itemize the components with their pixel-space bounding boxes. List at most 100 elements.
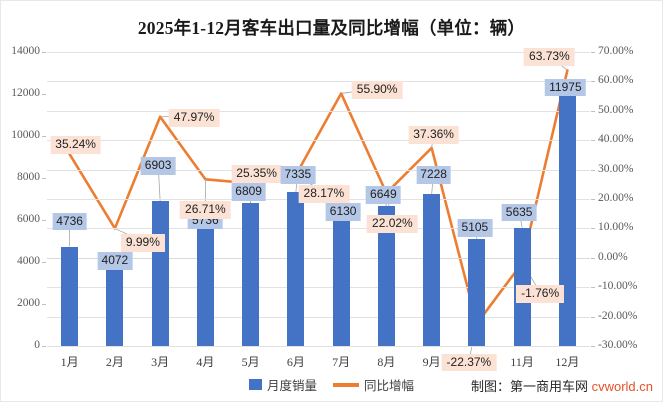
bar-8月[interactable] bbox=[377, 206, 395, 346]
bar-5月[interactable] bbox=[242, 203, 260, 346]
x-axis-label-12月: 12月 bbox=[555, 355, 580, 369]
right-axis-tick-mark bbox=[591, 140, 595, 142]
left-axis-tick-mark bbox=[42, 178, 46, 179]
chart-legend: 月度销量 同比增幅 bbox=[1, 375, 662, 394]
bar-value-label-8月: 6649 bbox=[366, 186, 401, 205]
gridline bbox=[47, 228, 590, 230]
bar-1月[interactable] bbox=[61, 246, 79, 346]
growth-rate-label-12月: 63.73% bbox=[524, 48, 575, 67]
gridline bbox=[47, 257, 590, 259]
left-axis-tick-label: 14000 bbox=[11, 45, 40, 57]
growth-rate-label-11月: -1.76% bbox=[516, 284, 565, 303]
bar-2月[interactable] bbox=[106, 260, 124, 346]
credit-url: cvworld.cn bbox=[591, 379, 653, 394]
left-axis-tick-label: 4000 bbox=[17, 255, 40, 267]
legend-label-bar: 月度销量 bbox=[266, 379, 317, 393]
left-axis-tick-label: 6000 bbox=[17, 213, 40, 225]
x-axis-label-8月: 8月 bbox=[377, 355, 396, 369]
right-axis-tick-mark bbox=[591, 287, 595, 289]
right-axis-tick-label: -20.00% bbox=[598, 309, 638, 322]
left-axis-tick-mark bbox=[42, 220, 46, 221]
gridline bbox=[47, 316, 590, 318]
gridline bbox=[47, 110, 590, 112]
bar-9月[interactable] bbox=[423, 194, 441, 346]
left-axis-tick-label: 10000 bbox=[11, 129, 40, 141]
credit-text: 制图：第一商用车网 cvworld.cn bbox=[471, 376, 653, 395]
legend-item-bar[interactable]: 月度销量 bbox=[248, 375, 317, 394]
bar-swatch-icon bbox=[248, 379, 262, 390]
x-axis-label-7月: 7月 bbox=[332, 355, 351, 369]
right-axis-tick-mark bbox=[591, 81, 595, 83]
bar-value-label-5月: 6809 bbox=[231, 183, 266, 201]
bar-value-label-6月: 7335 bbox=[280, 165, 316, 184]
gridline bbox=[47, 52, 590, 53]
growth-rate-label-3月: 47.97% bbox=[168, 108, 220, 127]
growth-rate-label-1月: 35.24% bbox=[50, 136, 101, 154]
right-axis-tick-mark bbox=[591, 199, 595, 200]
credit-prefix: 制图：第一商用车网 bbox=[470, 379, 588, 394]
line-swatch-icon bbox=[333, 382, 359, 387]
bar-value-label-1月: 4736 bbox=[52, 212, 87, 231]
left-axis-tick-label: 2000 bbox=[17, 297, 40, 309]
right-axis-tick-label: -10.00% bbox=[598, 280, 638, 293]
bar-value-label-11月: 5635 bbox=[501, 203, 537, 222]
x-axis-label-2月: 2月 bbox=[105, 355, 124, 369]
legend-item-line[interactable]: 同比增幅 bbox=[333, 375, 414, 394]
gridline bbox=[47, 140, 590, 142]
bar-7月[interactable] bbox=[332, 217, 350, 346]
right-axis-tick-label: 60.00% bbox=[598, 74, 634, 87]
right-axis-tick-mark bbox=[591, 346, 595, 347]
bar-value-label-10月: 5105 bbox=[457, 218, 493, 237]
right-axis-tick-mark bbox=[591, 316, 595, 318]
left-axis-tick-label: 8000 bbox=[17, 171, 40, 183]
bar-6月[interactable] bbox=[287, 191, 305, 346]
right-axis-tick-mark bbox=[591, 257, 595, 259]
x-axis-label-9月: 9月 bbox=[422, 355, 441, 369]
right-axis-tick-label: 20.00% bbox=[598, 192, 634, 204]
bar-4月[interactable] bbox=[196, 225, 214, 346]
gridline bbox=[47, 169, 590, 171]
gridline bbox=[47, 346, 590, 347]
x-axis-label-3月: 3月 bbox=[151, 355, 170, 369]
bar-value-label-3月: 6903 bbox=[140, 157, 176, 175]
bar-10月[interactable] bbox=[468, 238, 486, 346]
left-axis-tick-mark bbox=[42, 346, 46, 347]
right-axis-tick-label: 30.00% bbox=[598, 162, 634, 175]
left-axis-tick-mark bbox=[42, 262, 46, 263]
bar-value-label-9月: 7228 bbox=[416, 166, 451, 184]
legend-label-line: 同比增幅 bbox=[364, 379, 415, 393]
growth-rate-label-4月: 26.71% bbox=[180, 201, 231, 220]
bar-value-label-2月: 4072 bbox=[97, 252, 133, 271]
right-axis-tick-label: 70.00% bbox=[598, 45, 634, 57]
right-axis-tick-mark bbox=[591, 52, 595, 53]
right-axis-tick-label: -30.00% bbox=[598, 339, 638, 351]
x-axis-label-6月: 6月 bbox=[286, 355, 305, 369]
gridline bbox=[47, 81, 590, 83]
left-axis-tick-mark bbox=[42, 136, 46, 137]
chart-title: 2025年1-12月客车出口量及同比增幅（单位：辆） bbox=[137, 18, 526, 38]
bar-value-label-7月: 6130 bbox=[325, 203, 361, 222]
x-axis-label-11月: 11月 bbox=[510, 355, 534, 369]
growth-rate-label-7月: 55.90% bbox=[351, 81, 403, 100]
gridline bbox=[47, 287, 590, 289]
left-axis-tick-label: 12000 bbox=[11, 87, 40, 99]
growth-rate-label-2月: 9.99% bbox=[120, 234, 165, 253]
growth-rate-label-9月: 37.36% bbox=[408, 125, 459, 144]
bar-value-label-12月: 11975 bbox=[545, 78, 586, 97]
left-axis-tick-mark bbox=[42, 304, 46, 305]
growth-rate-label-10月: -22.37% bbox=[441, 353, 497, 372]
right-axis-tick-label: 40.00% bbox=[598, 133, 634, 146]
bar-12月[interactable] bbox=[558, 94, 576, 346]
right-axis-tick-mark bbox=[591, 228, 595, 230]
left-axis-tick-mark bbox=[42, 94, 46, 95]
x-axis-label-4月: 4月 bbox=[196, 355, 215, 369]
left-axis-tick-mark bbox=[42, 52, 46, 53]
left-axis-tick-label: 0 bbox=[34, 339, 40, 351]
right-axis-tick-label: 10.00% bbox=[598, 221, 634, 234]
right-axis-tick-label: 50.00% bbox=[598, 103, 634, 116]
bar-3月[interactable] bbox=[151, 201, 169, 346]
right-axis-tick-mark bbox=[591, 169, 595, 171]
plot-area: -30.00% -20.00% -10.00% 0.00% 10.00% 20.00% 30… bbox=[11, 45, 637, 372]
growth-rate-label-6月: 28.17% bbox=[298, 184, 350, 203]
